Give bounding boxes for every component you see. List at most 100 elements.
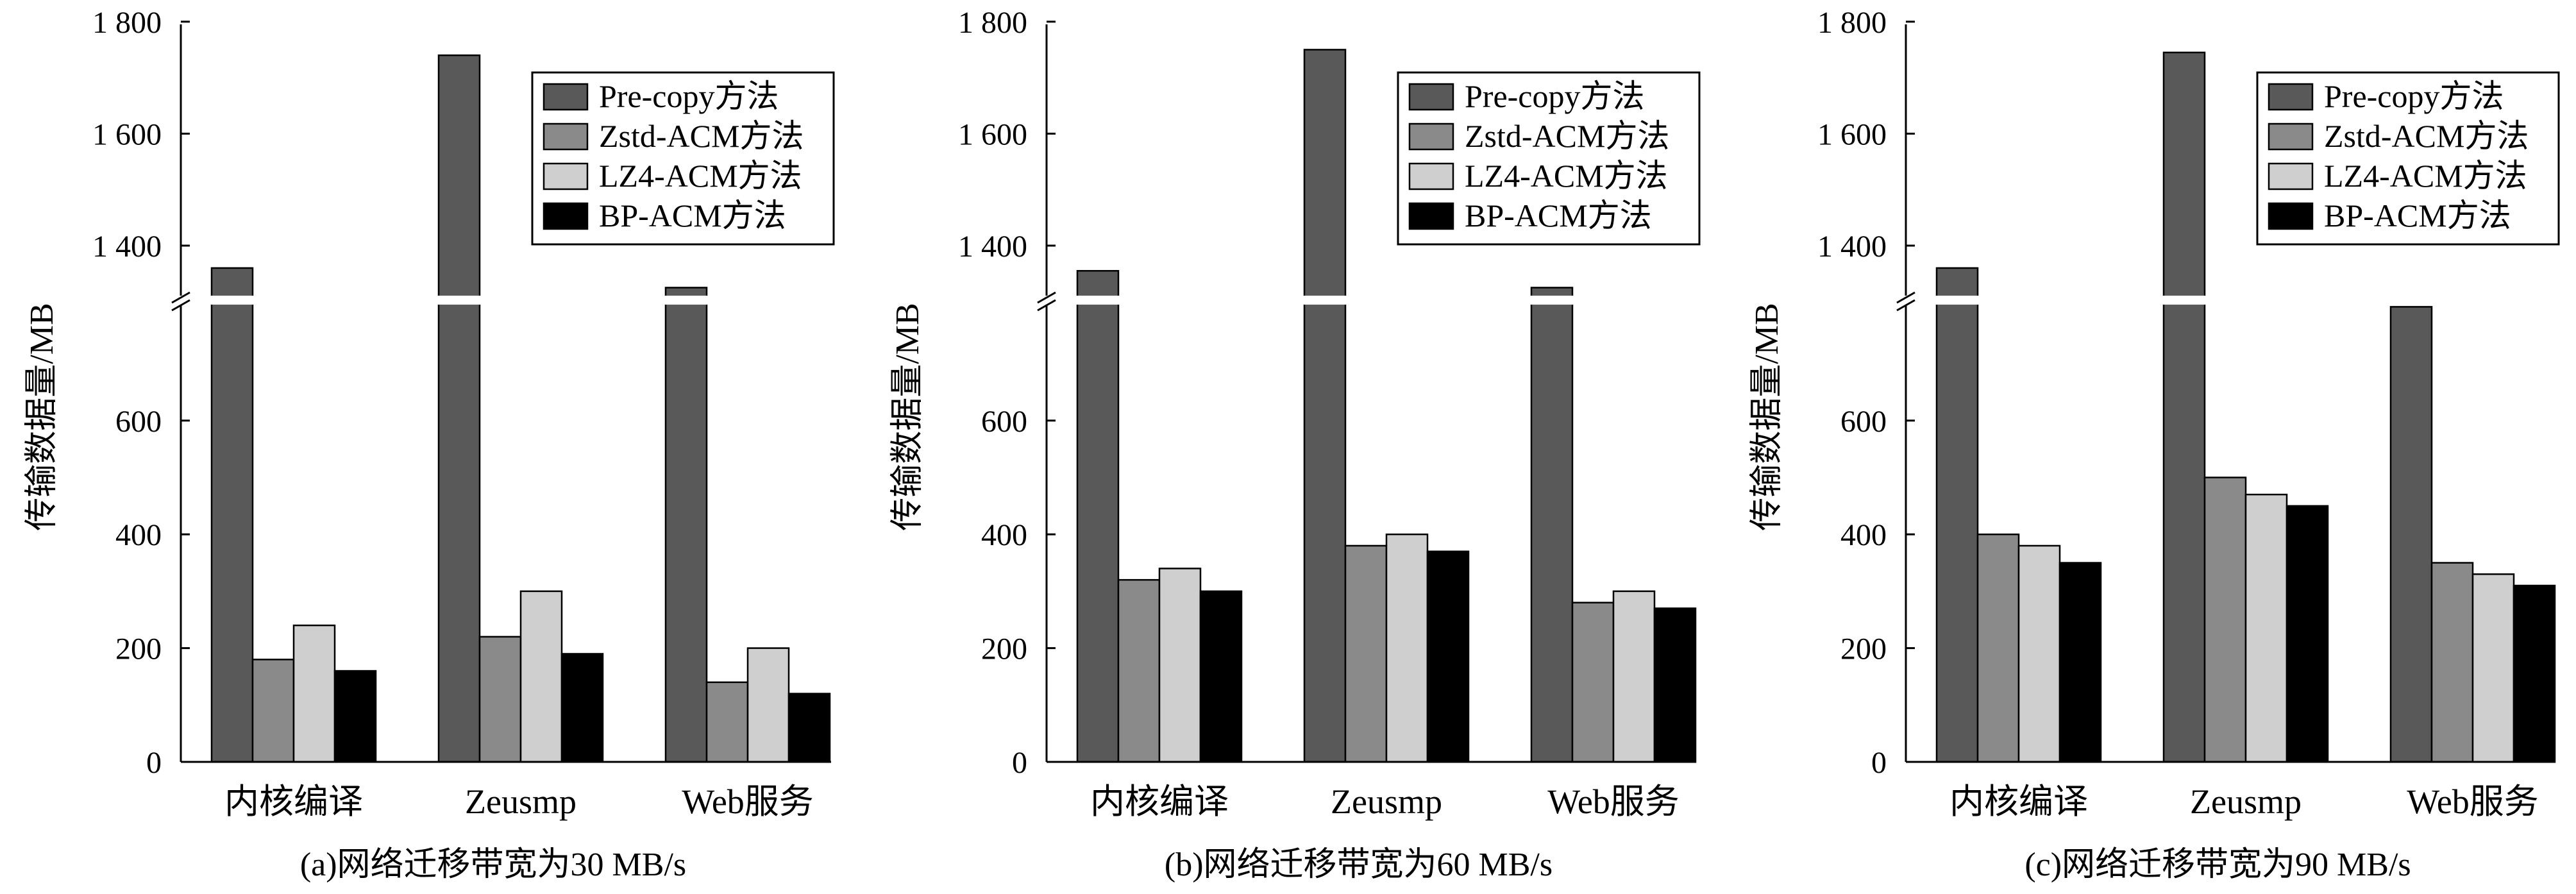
bar-4-1 (1199, 590, 1243, 763)
legend: Pre-copy方法 Zstd-ACM方法 LZ4-ACM方法 BP-ACM方法 (1397, 71, 1701, 246)
y-tick-label: 1 800 (958, 6, 1027, 40)
bar-3-2 (1385, 533, 1429, 763)
x-category-label: Web服务 (682, 782, 814, 821)
y-tick-label: 400 (1840, 518, 1887, 552)
bar-1-3 (2389, 306, 2433, 763)
bar-2-3 (2430, 562, 2474, 763)
legend-swatch (543, 202, 589, 230)
chart-title: (a)网络迁移带宽为30 MB/s (300, 847, 686, 883)
legend-swatch (2268, 202, 2314, 230)
legend-label: BP-ACM方法 (1465, 198, 1652, 233)
axis-break-band (1902, 296, 2559, 305)
bar-3-3 (746, 647, 790, 763)
chart-panel-c: 0 200 400 600 1 400 1 600 1 800 传输数据量/MB 内核编译 Zeu… (1749, 6, 2560, 883)
legend-swatch (1408, 202, 1454, 230)
bar-1-3 (1530, 287, 1574, 763)
y-tick-label: 1 400 (1817, 230, 1887, 264)
bar-3-2 (2244, 493, 2288, 763)
axis-break-mark (1896, 299, 1915, 312)
y-tick-label: 600 (1840, 405, 1887, 439)
x-category-label: 内核编译 (1949, 782, 2088, 821)
bar-2-1 (1117, 578, 1161, 763)
axis-break-mark (171, 299, 190, 312)
legend-label: LZ4-ACM方法 (2324, 158, 2527, 194)
legend-label: Pre-copy方法 (1465, 78, 1645, 114)
legend-label: Zstd-ACM方法 (2324, 118, 2529, 154)
y-tick-label: 0 (1012, 746, 1027, 780)
y-axis-label: 传输数据量/MB (24, 303, 60, 530)
legend-label: LZ4-ACM方法 (599, 158, 802, 194)
axis-break-band (1043, 296, 1700, 305)
x-category-label: Zeusmp (465, 782, 577, 821)
legend-swatch (543, 83, 589, 111)
chart-title: (c)网络迁移带宽为90 MB/s (2025, 847, 2411, 883)
legend-label: Pre-copy方法 (599, 78, 779, 114)
bar-3-2 (519, 590, 563, 763)
y-tick-label: 1 600 (1817, 117, 1887, 151)
legend-label: BP-ACM方法 (599, 198, 786, 233)
bar-1-2 (2162, 51, 2206, 763)
legend-swatch (1408, 83, 1454, 111)
bar-4-2 (2286, 505, 2329, 763)
legend-swatch (543, 162, 589, 190)
bar-4-2 (560, 653, 604, 763)
axis-break-mark (1896, 291, 1915, 304)
legend-swatch (2268, 162, 2314, 190)
legend-label: Pre-copy方法 (2324, 78, 2504, 114)
legend-swatch (2268, 83, 2314, 111)
bar-2-1 (251, 659, 295, 763)
bar-2-3 (1571, 602, 1615, 763)
x-category-label: Web服务 (2407, 782, 2539, 821)
x-category-label: Zeusmp (1331, 782, 1442, 821)
y-tick-label: 0 (1871, 746, 1887, 780)
bar-3-3 (2471, 573, 2515, 763)
y-tick-label: 1 600 (958, 117, 1027, 151)
y-tick-label: 600 (981, 405, 1027, 439)
axis-break-band (177, 296, 835, 305)
bar-1-3 (664, 287, 708, 763)
bar-2-2 (2203, 477, 2247, 763)
y-tick-label: 1 400 (958, 230, 1027, 264)
bar-2-2 (1344, 544, 1388, 763)
legend-swatch (2268, 122, 2314, 151)
chart-title: (b)网络迁移带宽为60 MB/s (1165, 847, 1553, 883)
bar-1-1 (210, 267, 254, 763)
legend-label: BP-ACM方法 (2324, 198, 2511, 233)
legend-swatch (1408, 122, 1454, 151)
bar-4-2 (1426, 550, 1470, 763)
bar-4-3 (1653, 607, 1697, 763)
y-tick-label: 200 (115, 632, 162, 666)
bar-1-2 (1303, 49, 1347, 763)
y-tick-label: 1 600 (92, 117, 162, 151)
x-category-label: 内核编译 (224, 782, 363, 821)
bar-2-3 (705, 681, 749, 763)
y-tick-label: 200 (1840, 632, 1887, 666)
legend-label: Zstd-ACM方法 (1465, 118, 1669, 154)
y-tick-label: 1 800 (1817, 6, 1887, 40)
legend-swatch (1408, 162, 1454, 190)
bar-4-1 (333, 670, 377, 763)
bar-4-3 (2513, 584, 2556, 763)
y-tick-label: 400 (981, 518, 1027, 552)
y-tick-label: 0 (146, 746, 162, 780)
bar-1-1 (1935, 267, 1979, 763)
legend: Pre-copy方法 Zstd-ACM方法 LZ4-ACM方法 BP-ACM方法 (2256, 71, 2560, 246)
y-tick-label: 1 800 (92, 6, 162, 40)
legend-label: LZ4-ACM方法 (1465, 158, 1668, 194)
y-axis-label: 传输数据量/MB (1749, 303, 1785, 530)
axis-break-mark (1037, 299, 1056, 312)
axis-break-mark (1037, 291, 1056, 304)
y-tick-label: 1 400 (92, 230, 162, 264)
bar-4-1 (2058, 562, 2102, 763)
bar-3-1 (1158, 568, 1202, 763)
bar-3-1 (292, 624, 336, 763)
bar-3-3 (1612, 590, 1656, 763)
y-tick-label: 400 (115, 518, 162, 552)
x-category-label: Web服务 (1547, 782, 1679, 821)
axis-break-mark (171, 291, 190, 304)
x-category-label: 内核编译 (1090, 782, 1229, 821)
y-axis-label: 传输数据量/MB (889, 303, 926, 530)
legend: Pre-copy方法 Zstd-ACM方法 LZ4-ACM方法 BP-ACM方法 (531, 71, 835, 246)
